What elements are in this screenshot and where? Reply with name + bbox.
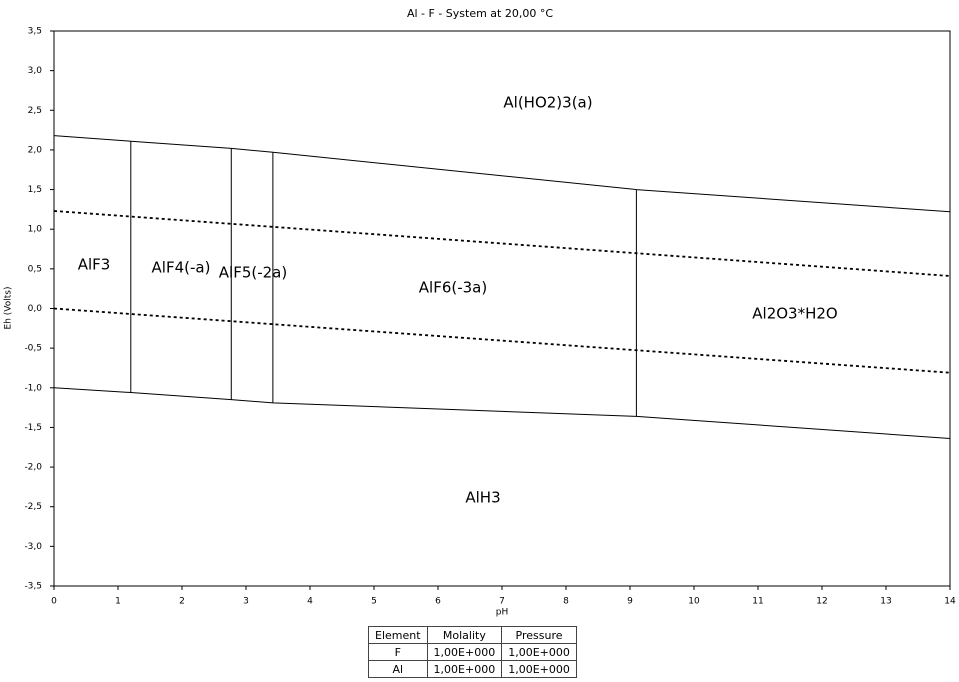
y-tick-label: -2,0 xyxy=(24,463,42,473)
y-tick-label: -3,0 xyxy=(24,542,42,552)
y-tick-label: 1,5 xyxy=(28,185,42,195)
y-tick-label: -1,0 xyxy=(24,383,42,393)
x-tick-label: 14 xyxy=(944,597,956,607)
region-label: AlF6(-3a) xyxy=(419,279,487,297)
table-cell: Al xyxy=(368,660,428,678)
x-tick-label: 1 xyxy=(115,597,121,607)
x-tick-label: 0 xyxy=(51,597,57,607)
y-axis-label: Eh (Volts) xyxy=(4,287,14,330)
y-tick-label: 0,0 xyxy=(28,304,43,314)
x-tick-label: 10 xyxy=(688,597,700,607)
table-row: Element Molality Pressure xyxy=(368,626,577,644)
x-tick-label: 7 xyxy=(499,597,505,607)
conditions-table: Element Molality Pressure F 1,00E+000 1,00E+0… xyxy=(368,626,577,678)
region-label: AlF3 xyxy=(78,256,111,274)
region-label: AlH3 xyxy=(465,489,500,507)
region-label: AlF4(-a) xyxy=(152,259,211,277)
y-tick-label: -1,5 xyxy=(24,423,42,433)
y-tick-label: -2,5 xyxy=(24,502,42,512)
table-row: Al 1,00E+000 1,00E+000 xyxy=(368,660,577,678)
y-tick-label: 1,0 xyxy=(28,225,43,235)
table-cell: Pressure xyxy=(501,626,577,644)
x-axis-label: pH xyxy=(496,608,508,618)
x-tick-label: 13 xyxy=(880,597,891,607)
x-tick-label: 4 xyxy=(307,597,313,607)
chart-title: Al - F - System at 20,00 °C xyxy=(407,7,553,20)
region-label: Al(HO2)3(a) xyxy=(503,94,592,112)
x-tick-label: 11 xyxy=(752,597,763,607)
table-row: F 1,00E+000 1,00E+000 xyxy=(368,643,577,661)
table-cell: 1,00E+000 xyxy=(501,660,577,678)
x-tick-label: 5 xyxy=(371,597,377,607)
table-cell: 1,00E+000 xyxy=(426,660,503,678)
boundary-line xyxy=(53,135,951,213)
table-cell: 1,00E+000 xyxy=(426,643,503,661)
chart: Al - F - System at 20,00 °C pH Eh (Volts… xyxy=(4,7,956,618)
table-cell: 1,00E+000 xyxy=(501,643,577,661)
table-cell: F xyxy=(368,643,428,661)
region-label: AlF5(-2a) xyxy=(219,264,287,282)
y-tick-label: 3,0 xyxy=(28,66,43,76)
y-tick-label: 2,0 xyxy=(28,145,43,155)
table-cell: Molality xyxy=(426,626,503,644)
table-cell: Element xyxy=(368,626,428,644)
y-tick-label: 3,5 xyxy=(28,27,42,37)
x-tick-label: 8 xyxy=(563,597,569,607)
x-tick-label: 3 xyxy=(243,597,249,607)
x-tick-label: 12 xyxy=(816,597,827,607)
y-tick-label: -0,5 xyxy=(24,344,42,354)
x-tick-label: 9 xyxy=(627,597,633,607)
boundary-line xyxy=(53,387,951,440)
x-tick-label: 6 xyxy=(435,597,441,607)
y-tick-label: 0,5 xyxy=(28,264,42,274)
region-label: Al2O3*H2O xyxy=(752,305,837,323)
x-tick-label: 2 xyxy=(179,597,185,607)
y-tick-label: -3,5 xyxy=(24,582,42,592)
y-tick-label: 2,5 xyxy=(28,106,42,116)
